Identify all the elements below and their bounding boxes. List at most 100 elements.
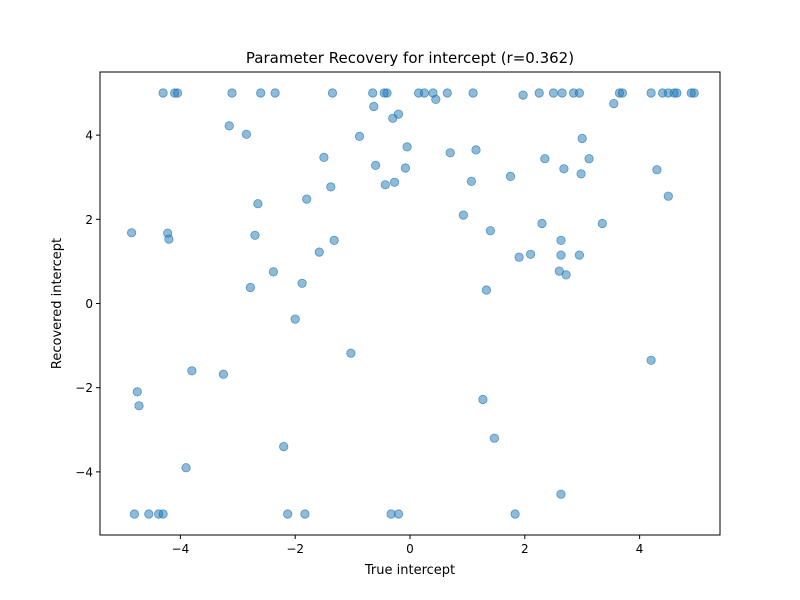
y-tick-label: −4 [75,465,93,479]
data-point [577,133,587,144]
data-point [127,228,137,238]
data-point [144,509,154,519]
data-point [478,394,488,405]
data-point [327,88,338,98]
data-point [561,270,571,280]
ticks-layer: −4 −2 0 2 4 −4 −2 0 2 4 [75,129,643,556]
data-point [132,387,142,397]
data-point [389,177,400,187]
x-tick-label: −4 [172,542,190,556]
data-point [559,164,569,174]
data-point [518,90,528,100]
data-point [134,401,144,411]
plot-frame [99,71,721,536]
data-point [297,278,307,288]
data-point [652,165,662,175]
data-point [419,88,429,98]
data-point [597,218,607,229]
chart-title: Parameter Recovery for intercept (r=0.36… [246,49,574,67]
y-tick-label: 2 [85,213,93,227]
data-point [556,250,566,260]
data-point [510,509,520,519]
data-point [689,88,699,98]
data-point [393,509,404,519]
data-point [466,176,476,186]
data-point [129,509,139,519]
data-point [245,282,255,293]
data-point [514,252,524,262]
data-point [354,131,365,141]
data-point [468,88,478,98]
y-tick-label: 0 [85,297,93,311]
x-tick-label: 0 [406,542,414,556]
y-tick-label: 4 [85,129,93,143]
data-point [584,154,594,164]
data-point [164,234,174,244]
data-point [270,88,280,98]
y-axis-label: Recovered intercept [50,238,65,369]
data-point [319,152,329,162]
data-point [574,250,585,260]
data-point [646,88,656,98]
data-point [250,230,260,240]
y-tick-label: −2 [75,381,93,395]
data-point [402,142,412,152]
data-point [556,489,566,499]
data-point [370,160,381,170]
data-point [505,171,516,181]
data-point [382,88,392,98]
data-point [241,129,251,139]
data-point [489,433,499,443]
data-point [672,88,682,98]
data-point [458,210,468,220]
data-point [557,88,567,98]
data-point [300,509,310,519]
data-point [181,463,191,473]
x-tick-label: 2 [521,542,529,556]
data-point [224,121,234,131]
x-tick-label: −2 [286,542,304,556]
data-point [187,366,197,376]
data-point [481,285,491,295]
data-point [400,163,410,173]
data-point [534,88,544,98]
data-point [576,169,586,179]
data-point [574,88,585,98]
data-point [554,266,564,276]
data-point [663,191,673,201]
data-point [556,235,566,245]
data-point [445,148,455,158]
data-point [369,101,379,112]
data-point [471,145,481,155]
data-point [158,88,168,98]
data-point [290,314,300,324]
data-point [548,88,559,98]
data-point [227,88,237,98]
data-point [537,218,547,229]
data-point [256,88,266,98]
data-point [326,182,336,192]
data-point [172,88,183,98]
data-point [253,199,263,209]
data-point [283,509,293,519]
data-point [540,154,550,164]
data-point [380,180,390,190]
data-point [617,88,628,98]
data-point [268,267,278,277]
data-point [388,113,398,123]
points-layer [127,88,699,519]
data-point [646,355,656,365]
data-point [329,235,339,245]
data-point [279,441,289,452]
x-axis-label: True intercept [364,563,455,578]
data-point [431,94,441,105]
data-point [302,194,312,204]
data-point [442,88,452,98]
data-point [485,226,495,236]
data-point [314,247,324,257]
x-tick-label: 4 [636,542,644,556]
data-point [158,509,168,519]
data-point [368,88,378,98]
